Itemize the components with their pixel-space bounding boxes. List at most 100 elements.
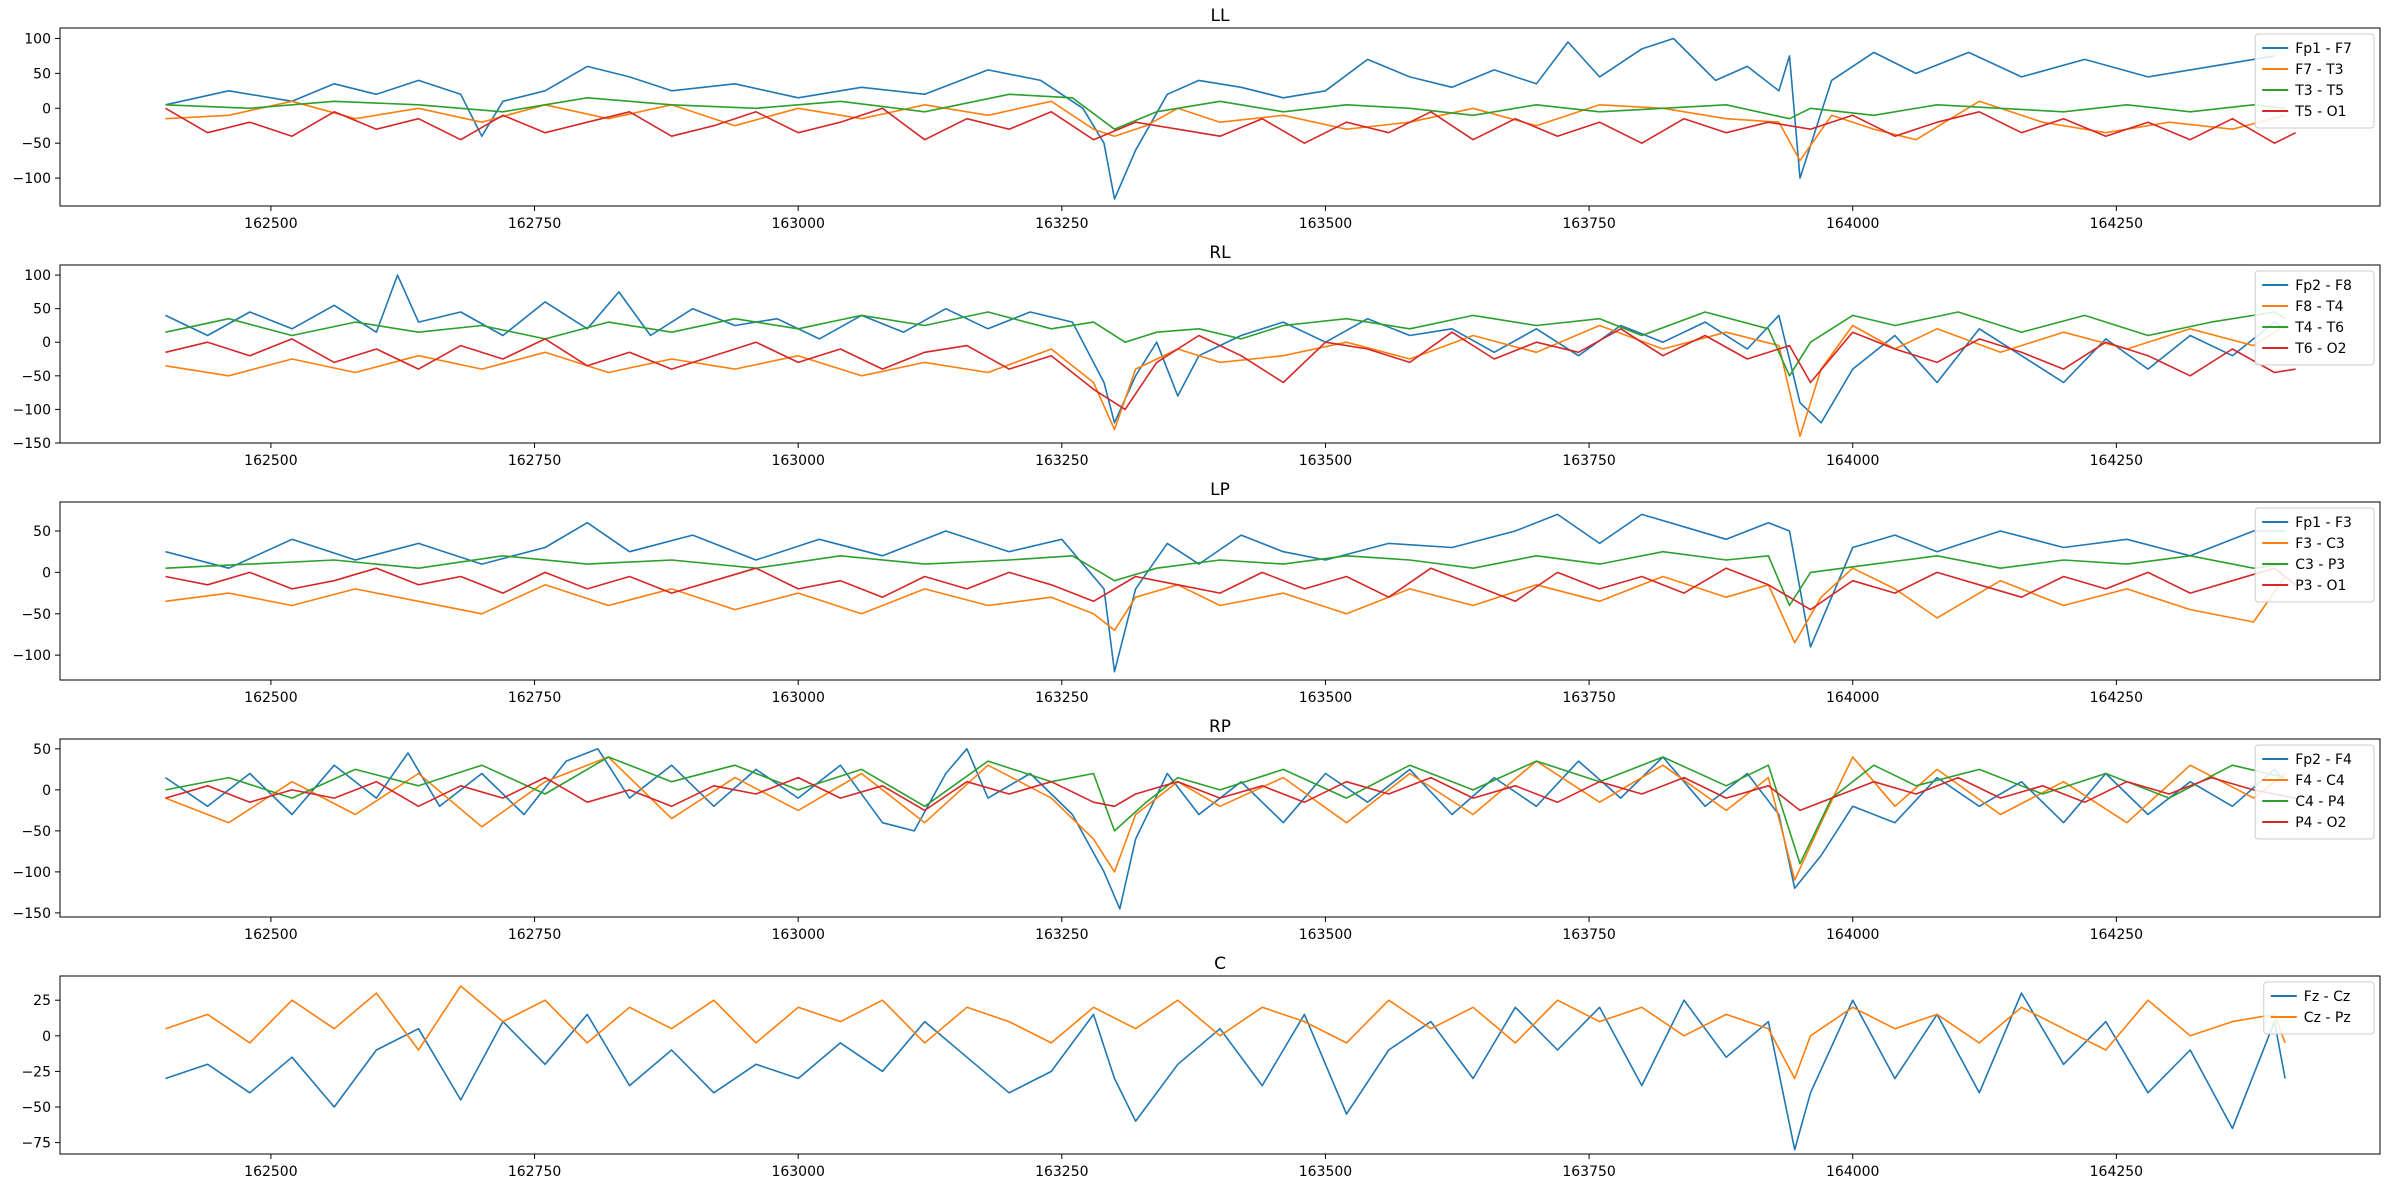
series-line-f4-c4 bbox=[165, 756, 2286, 881]
legend-entry-label: F8 - T4 bbox=[2295, 299, 2343, 315]
series-line-f7-t3 bbox=[165, 100, 2286, 162]
x-tick-label: 163750 bbox=[1562, 453, 1615, 469]
legend: Fp1 - F3 F3 - C3 C3 - P3 P3 - O1 bbox=[2254, 507, 2375, 603]
x-tick-label: 162500 bbox=[244, 453, 297, 469]
legend-entry-label: P4 - O2 bbox=[2295, 815, 2346, 831]
x-tick-label: 163750 bbox=[1562, 927, 1615, 943]
series-lines bbox=[165, 274, 2296, 438]
y-tick-label: 50 bbox=[33, 66, 51, 82]
chart-title: RL bbox=[1209, 243, 1231, 263]
y-tick-label: −50 bbox=[21, 1100, 51, 1116]
chart-panels: LL 162500 162750 163000 163250 163500 163750 16… bbox=[13, 6, 2381, 1180]
y-tick-label: −100 bbox=[13, 865, 51, 881]
chart-title: C bbox=[1214, 954, 1226, 974]
x-tick-label: 163000 bbox=[771, 690, 824, 706]
x-tick-label: 164000 bbox=[1826, 1164, 1879, 1180]
legend-box bbox=[2254, 33, 2375, 129]
y-tick-label: −50 bbox=[21, 824, 51, 840]
x-tick-label: 163250 bbox=[1035, 690, 1088, 706]
y-tick-label: 50 bbox=[33, 302, 51, 318]
series-line-fp1-f7 bbox=[165, 37, 2275, 200]
y-tick-label: 100 bbox=[24, 268, 51, 284]
series-line-fp1-f3 bbox=[165, 513, 2286, 673]
x-tick-label: 164000 bbox=[1826, 453, 1879, 469]
chart-title: RP bbox=[1209, 717, 1231, 737]
series-line-t6-o2 bbox=[165, 327, 2296, 411]
series-line-c4-p4 bbox=[165, 756, 2286, 865]
series-lines bbox=[165, 985, 2286, 1151]
legend-entry-label: T3 - T5 bbox=[2294, 83, 2344, 99]
series-line-p4-o2 bbox=[165, 776, 2296, 812]
y-tick-label: 50 bbox=[33, 524, 51, 540]
y-tick-label: −50 bbox=[21, 136, 51, 152]
legend-entry-label: Cz - Pz bbox=[2304, 1010, 2351, 1026]
legend-entry-label: C4 - P4 bbox=[2295, 794, 2345, 810]
y-tick-label: 0 bbox=[42, 101, 51, 117]
series-line-fp2-f8 bbox=[165, 274, 2286, 424]
x-tick-label: 163000 bbox=[771, 1164, 824, 1180]
x-tick-label: 163000 bbox=[771, 453, 824, 469]
legend-box bbox=[2254, 507, 2375, 603]
legend-box bbox=[2254, 270, 2375, 366]
series-line-t4-t6 bbox=[165, 311, 2286, 377]
x-tick-label: 162500 bbox=[244, 927, 297, 943]
y-tick-label: −50 bbox=[21, 369, 51, 385]
x-tick-label: 163000 bbox=[771, 927, 824, 943]
x-tick-label: 163500 bbox=[1299, 1164, 1352, 1180]
chart-panel-c: C 162500 162750 163000 163250 163500 163750 164… bbox=[21, 954, 2381, 1180]
chart-panel-rl: RL 162500 162750 163000 163250 163500 163750 16… bbox=[13, 243, 2381, 469]
legend: Fz - Cz Cz - Pz bbox=[2263, 981, 2375, 1035]
axes-frame bbox=[59, 975, 2381, 1155]
x-tick-label: 163250 bbox=[1035, 453, 1088, 469]
legend-entry-label: T5 - O1 bbox=[2294, 104, 2346, 120]
x-tick-label: 162750 bbox=[508, 690, 561, 706]
x-tick-label: 164000 bbox=[1826, 927, 1879, 943]
x-tick-label: 163750 bbox=[1562, 216, 1615, 232]
series-lines bbox=[165, 37, 2296, 200]
x-tick-label: 163250 bbox=[1035, 216, 1088, 232]
x-tick-label: 164250 bbox=[2090, 690, 2143, 706]
y-tick-label: −100 bbox=[13, 171, 51, 187]
x-tick-label: 163250 bbox=[1035, 927, 1088, 943]
x-tick-label: 162500 bbox=[244, 216, 297, 232]
x-tick-label: 162500 bbox=[244, 690, 297, 706]
y-tick-label: −150 bbox=[13, 906, 51, 922]
y-tick-label: 100 bbox=[24, 31, 51, 47]
legend-entry-label: Fp1 - F3 bbox=[2295, 515, 2352, 531]
y-tick-label: −100 bbox=[13, 402, 51, 418]
legend-entry-label: C3 - P3 bbox=[2295, 557, 2345, 573]
chart-panel-ll: LL 162500 162750 163000 163250 163500 163750 16… bbox=[13, 6, 2381, 232]
series-line-cz-pz bbox=[165, 985, 2286, 1080]
y-tick-label: 50 bbox=[33, 742, 51, 758]
x-tick-label: 163000 bbox=[771, 216, 824, 232]
series-line-t5-o1 bbox=[165, 107, 2296, 144]
legend-box bbox=[2254, 744, 2375, 840]
y-tick-label: 0 bbox=[42, 1029, 51, 1045]
x-tick-label: 164000 bbox=[1826, 690, 1879, 706]
x-tick-label: 162500 bbox=[244, 1164, 297, 1180]
legend-entry-label: F3 - C3 bbox=[2295, 536, 2345, 552]
x-tick-label: 163500 bbox=[1299, 927, 1352, 943]
y-tick-label: −150 bbox=[13, 436, 51, 452]
series-line-t3-t5 bbox=[165, 93, 2286, 130]
legend-entry-label: F4 - C4 bbox=[2295, 773, 2345, 789]
series-line-f3-c3 bbox=[165, 567, 2286, 644]
chart-panel-lp: LP 162500 162750 163000 163250 163500 163750 16… bbox=[13, 480, 2381, 706]
y-tick-label: 25 bbox=[33, 993, 51, 1009]
axes-frame bbox=[59, 27, 2381, 207]
legend-entry-label: Fp1 - F7 bbox=[2295, 41, 2352, 57]
legend-entry-label: T6 - O2 bbox=[2294, 341, 2346, 357]
y-tick-label: 0 bbox=[42, 783, 51, 799]
series-line-fp2-f4 bbox=[165, 747, 2286, 910]
legend-entry-label: P3 - O1 bbox=[2295, 578, 2346, 594]
legend-entry-label: Fz - Cz bbox=[2304, 989, 2350, 1005]
x-tick-label: 163750 bbox=[1562, 690, 1615, 706]
x-tick-label: 164250 bbox=[2090, 453, 2143, 469]
x-tick-label: 162750 bbox=[508, 1164, 561, 1180]
x-tick-label: 164250 bbox=[2090, 1164, 2143, 1180]
x-tick-label: 163750 bbox=[1562, 1164, 1615, 1180]
x-tick-label: 163500 bbox=[1299, 690, 1352, 706]
series-line-c3-p3 bbox=[165, 550, 2286, 607]
chart-title: LP bbox=[1210, 480, 1230, 500]
